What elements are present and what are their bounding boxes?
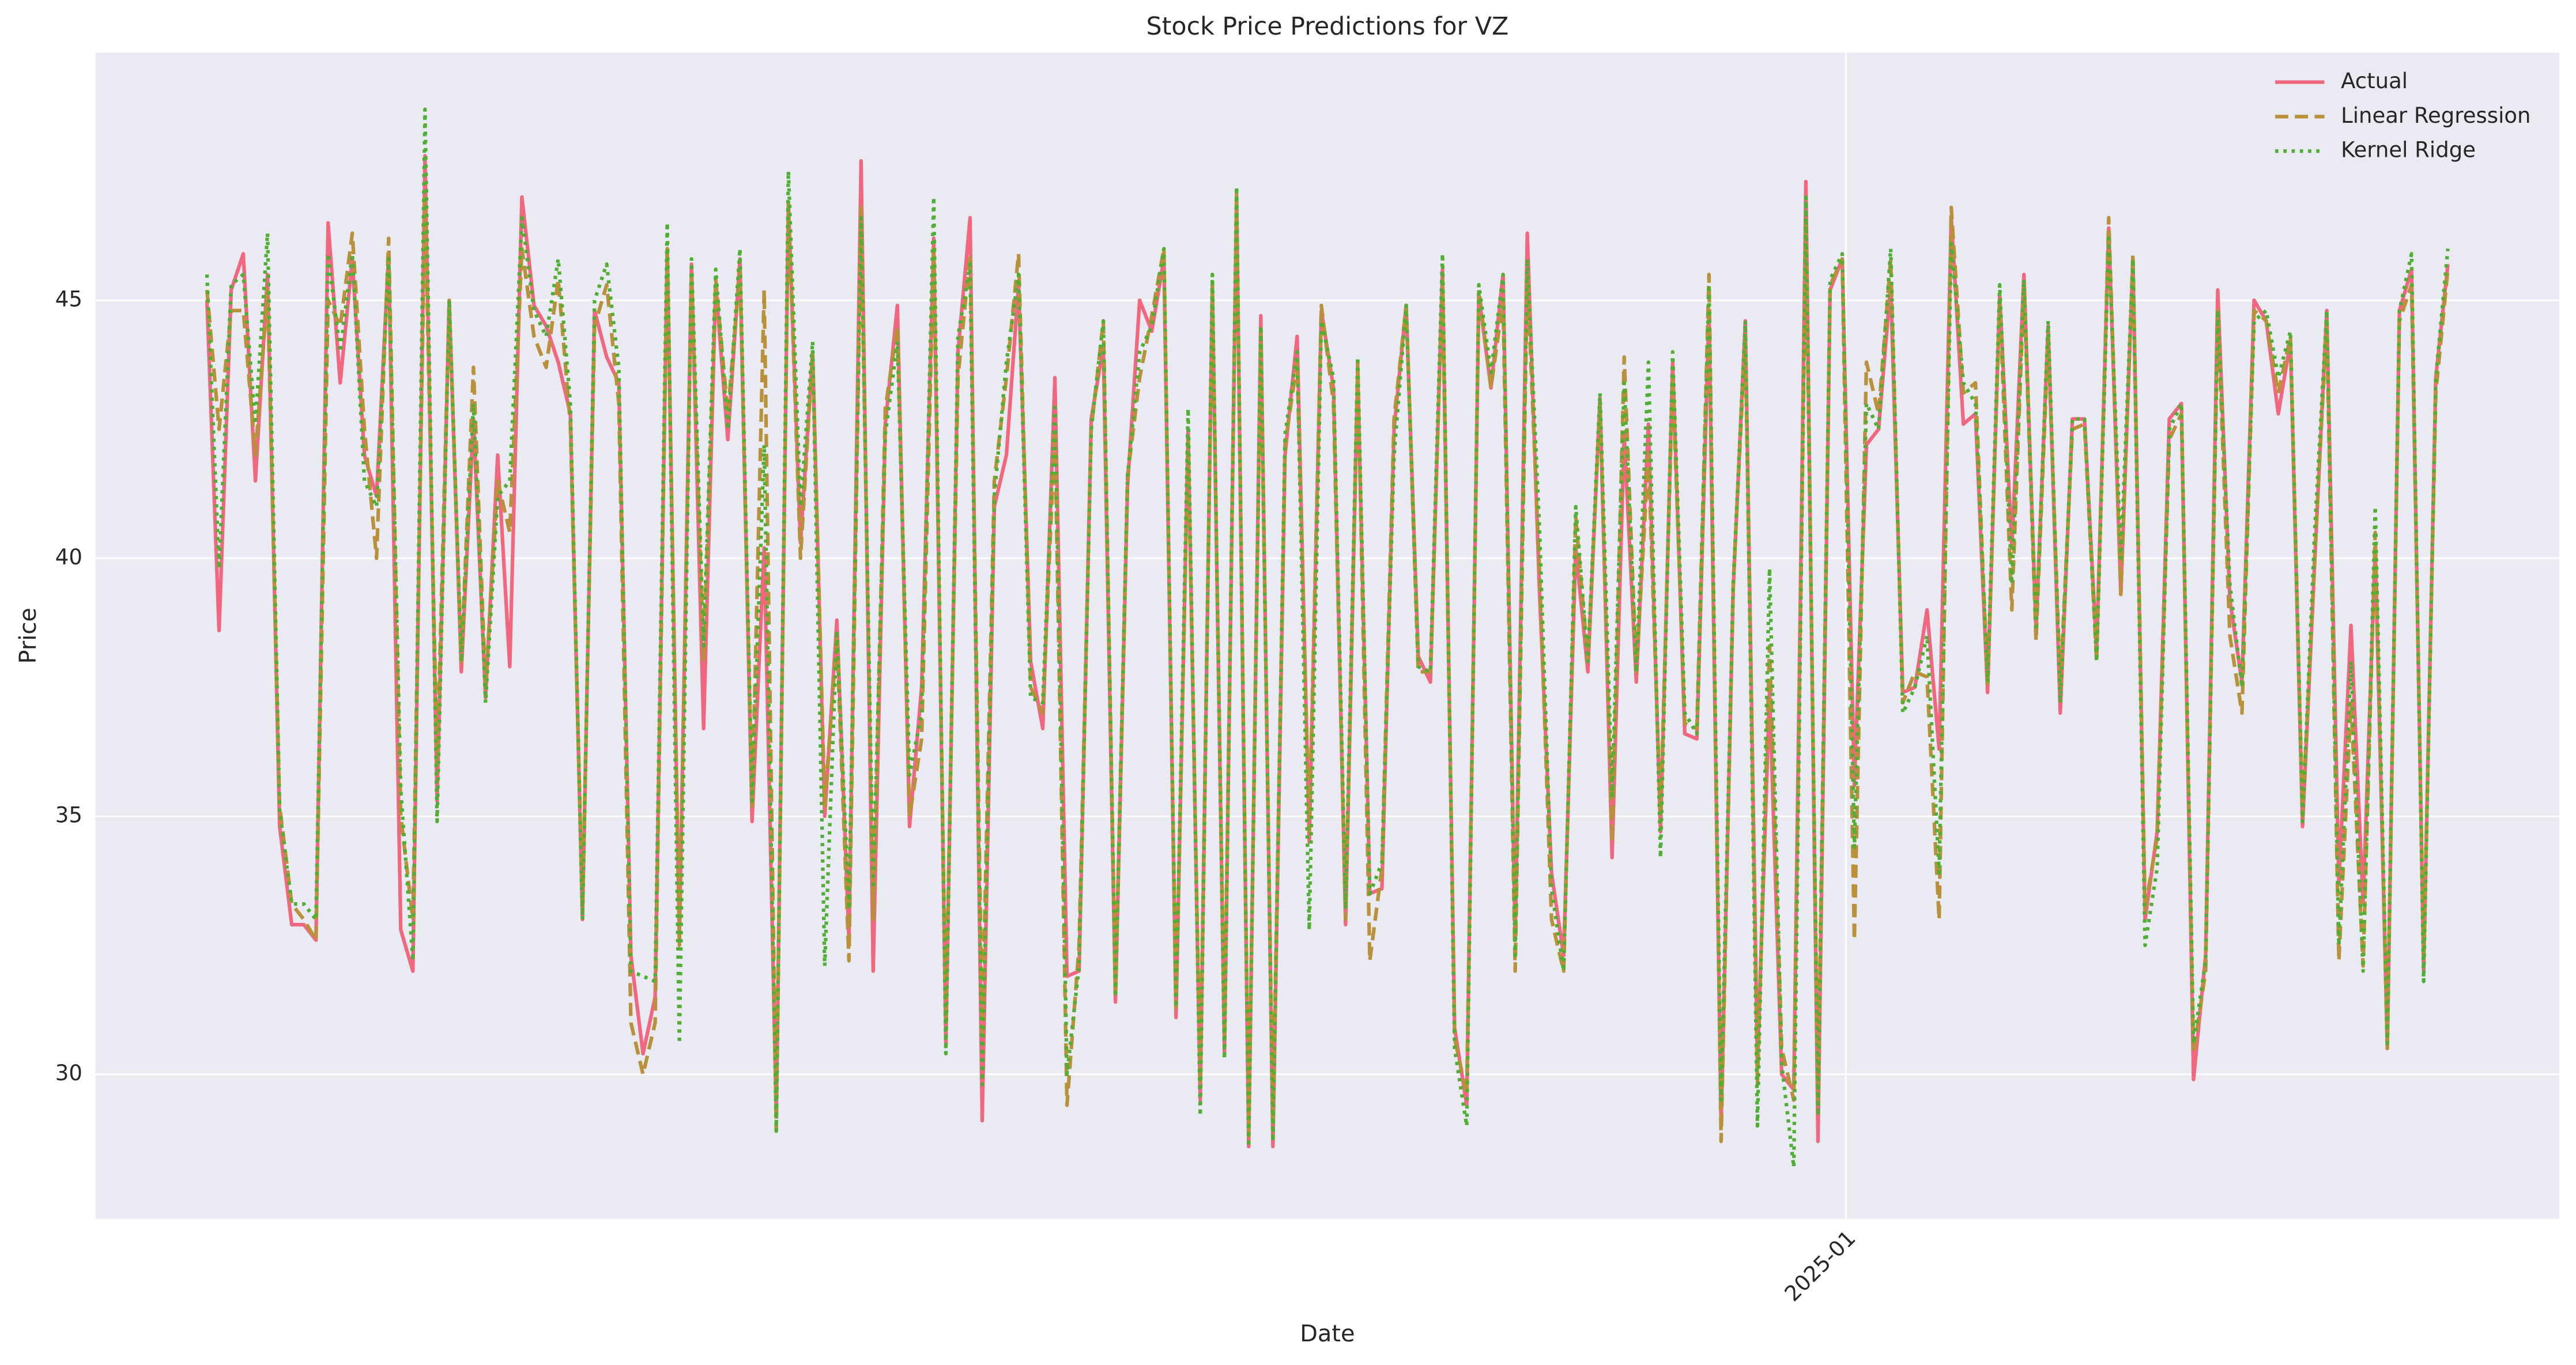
y-tick-label: 40 bbox=[55, 545, 82, 570]
legend-label: Kernel Ridge bbox=[2341, 138, 2476, 163]
y-tick-label: 30 bbox=[55, 1061, 82, 1085]
x-axis-label: Date bbox=[1300, 1321, 1355, 1347]
y-tick-label: 45 bbox=[55, 286, 82, 311]
series-line bbox=[205, 190, 2450, 1144]
plot-area bbox=[95, 52, 2560, 1219]
y-axis-label: Price bbox=[15, 608, 42, 663]
x-tick-label: 2025-01 bbox=[1780, 1226, 1861, 1306]
chart-title: Stock Price Predictions for VZ bbox=[1146, 12, 1509, 41]
legend-label: Linear Regression bbox=[2341, 103, 2530, 128]
series-line bbox=[205, 107, 2450, 1169]
y-tick-label: 35 bbox=[55, 803, 82, 828]
legend-label: Actual bbox=[2341, 69, 2408, 93]
